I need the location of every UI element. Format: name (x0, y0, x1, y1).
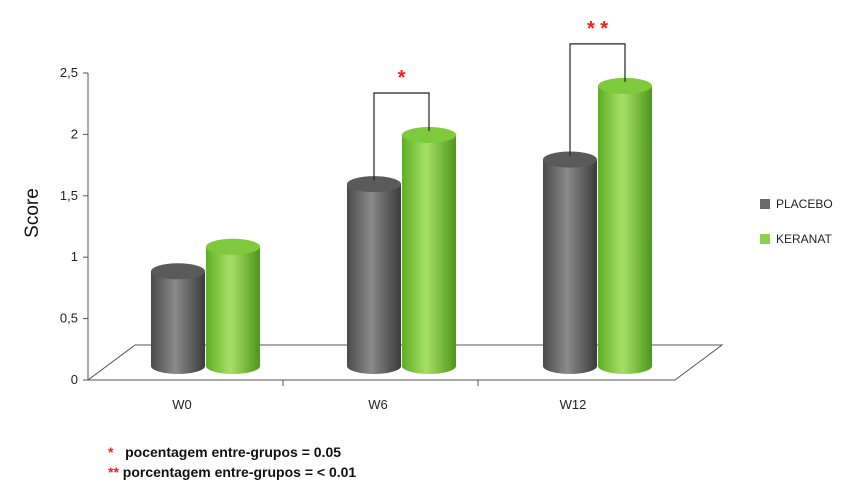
significance-bracket (373, 92, 430, 181)
x-tick-label: W0 (172, 397, 192, 412)
footnote-2: ** porcentagem entre-grupos = < 0.01 (108, 462, 356, 482)
bars (151, 77, 652, 374)
x-tick-label: W6 (368, 397, 388, 412)
bar-placebo-w6 (347, 176, 401, 374)
significance-brackets: * * * (373, 18, 626, 181)
legend: PLACEBO KERANAT (760, 197, 833, 246)
bar-chart: 0 0,5 1 1,5 2 2,5 W0 W6 W12 Score * * * PLACEBO … (22, 18, 833, 412)
legend-swatch-keranat (760, 234, 770, 244)
legend-label-keranat: KERANAT (776, 232, 832, 246)
significance-marker: * * (587, 18, 608, 40)
x-axis-ticks: W0 W6 W12 (172, 380, 586, 412)
footnote-1: * pocentagem entre-grupos = 0.05 (108, 442, 356, 462)
bar-keranat-w12 (598, 77, 652, 374)
legend-label-placebo: PLACEBO (776, 197, 833, 211)
footnote-2-marker: ** (108, 464, 119, 480)
significance-marker: * (398, 67, 406, 89)
bar-placebo-w0 (151, 263, 205, 374)
y-tick-label: 0 (71, 372, 78, 387)
footnote-1-marker: * (108, 444, 114, 460)
y-tick-label: 0,5 (60, 311, 78, 326)
legend-swatch-placebo (760, 199, 770, 209)
significance-bracket (569, 43, 626, 156)
y-tick-label: 1,5 (60, 188, 78, 203)
y-tick-label: 2,5 (60, 65, 78, 80)
footnote-1-text: pocentagem entre-grupos = 0.05 (125, 444, 342, 460)
y-tick-label: 1 (71, 249, 78, 264)
y-axis-ticks: 0 0,5 1 1,5 2 2,5 (60, 65, 88, 387)
bar-keranat-w6 (402, 126, 456, 374)
y-axis-label: Score (22, 188, 43, 238)
bar-placebo-w12 (543, 151, 597, 374)
footnotes: * pocentagem entre-grupos = 0.05 ** porc… (108, 442, 356, 482)
footnote-2-text: porcentagem entre-grupos = < 0.01 (122, 464, 357, 480)
y-tick-label: 2 (71, 126, 78, 141)
x-tick-label: W12 (560, 397, 587, 412)
bar-keranat-w0 (206, 238, 260, 374)
